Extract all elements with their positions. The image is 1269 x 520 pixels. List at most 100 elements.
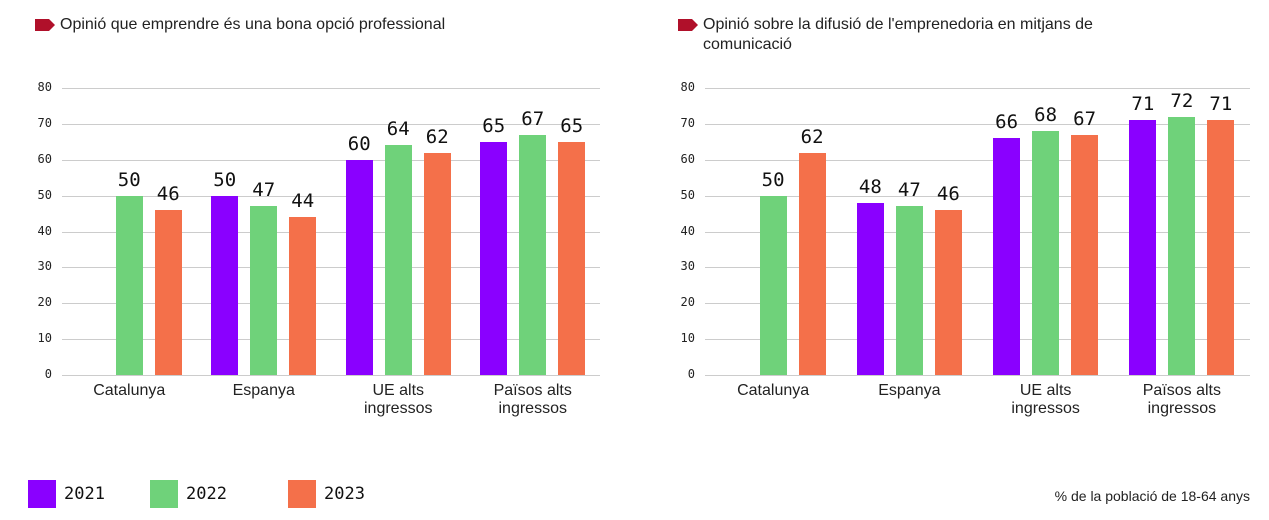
bar [211,195,239,375]
bar [934,209,962,375]
y-tick-label: 20 [680,295,695,310]
grid-line [705,123,1250,125]
value-label: 47 [897,179,921,202]
y-tick-label: 60 [680,151,695,166]
value-label: 67 [1073,107,1097,130]
title-marker [678,19,698,31]
value-label: 68 [1034,104,1058,127]
y-tick-label: 70 [37,115,52,130]
grid-line [62,195,600,197]
chart-title: Opinió que emprendre és una bona opció p… [60,16,446,33]
legend-label: 2021 [64,484,105,504]
y-tick-label: 80 [37,80,52,94]
bar [1207,120,1235,375]
grid-line [62,231,600,233]
x-tick-label: Catalunya [93,382,166,399]
x-tick-label: Països alts ingressos [493,382,572,417]
bar [1168,116,1196,375]
bar [423,152,451,375]
y-tick-label: 10 [680,331,695,346]
bar [384,145,412,375]
value-label: 50 [213,168,237,191]
x-tick-label: Espanya [878,382,941,399]
value-label: 44 [291,190,315,213]
y-tick-label: 30 [37,259,52,274]
value-label: 60 [347,132,371,155]
legend-swatch [288,480,316,508]
grid-line [705,88,1250,89]
bar [1129,120,1157,375]
bar [895,206,923,375]
bar [856,202,884,375]
grid-line [705,375,1250,376]
value-label: 67 [521,107,545,130]
value-label: 64 [386,118,410,141]
chart-title: Opinió sobre la difusió de l'emprenedori… [703,16,1093,53]
value-label: 71 [1131,93,1155,116]
grid-line [62,159,600,161]
bar [480,141,508,375]
value-label: 46 [936,182,960,205]
grid-line [705,303,1250,305]
x-tick-label: Països alts ingressos [1142,382,1221,417]
grid-line [62,375,600,376]
y-tick-label: 50 [37,187,52,202]
grid-line [62,267,600,269]
y-tick-label: 60 [37,151,52,166]
value-label: 65 [560,114,584,137]
y-tick-label: 0 [687,367,695,381]
grid-line [705,267,1250,269]
value-label: 65 [482,114,506,137]
bar [250,206,278,375]
grid-line [62,303,600,305]
y-tick-label: 80 [680,80,695,94]
bar [1071,134,1099,375]
note: % de la població de 18-64 anys [1054,488,1250,504]
y-tick-label: 50 [680,187,695,202]
bar [154,209,182,375]
grid-line [705,195,1250,197]
value-label: 48 [858,175,882,198]
legend-swatch [28,480,56,508]
bar [759,195,787,375]
bar [798,152,826,375]
bar [345,159,373,375]
legend-label: 2023 [324,484,365,504]
y-tick-label: 40 [37,223,52,238]
bar [289,217,317,375]
title-marker [35,19,55,31]
y-tick-label: 0 [44,367,52,381]
x-tick-label: UE alts ingressos [364,382,433,417]
value-label: 71 [1209,93,1233,116]
value-label: 47 [252,179,276,202]
value-label: 62 [800,125,824,148]
y-tick-label: 10 [37,331,52,346]
y-tick-label: 40 [680,223,695,238]
value-label: 72 [1170,89,1194,112]
value-label: 46 [156,182,180,205]
x-tick-label: UE alts ingressos [1011,382,1080,417]
bar [993,138,1021,375]
grid-line [62,123,600,125]
x-tick-label: Catalunya [737,382,810,399]
grid-line [705,159,1250,161]
bar [519,134,547,375]
bar [115,195,143,375]
value-label: 62 [425,125,449,148]
y-tick-label: 30 [680,259,695,274]
y-tick-label: 70 [680,115,695,130]
legend-swatch [150,480,178,508]
value-label: 50 [761,168,785,191]
grid-line [705,339,1250,341]
bar [558,141,586,375]
grid-line [62,88,600,89]
x-tick-label: Espanya [232,382,295,399]
legend-label: 2022 [186,484,227,504]
grid-line [62,339,600,341]
bar [1032,131,1060,375]
y-tick-label: 20 [37,295,52,310]
value-label: 50 [117,168,141,191]
grid-line [705,231,1250,233]
value-label: 66 [995,111,1019,134]
